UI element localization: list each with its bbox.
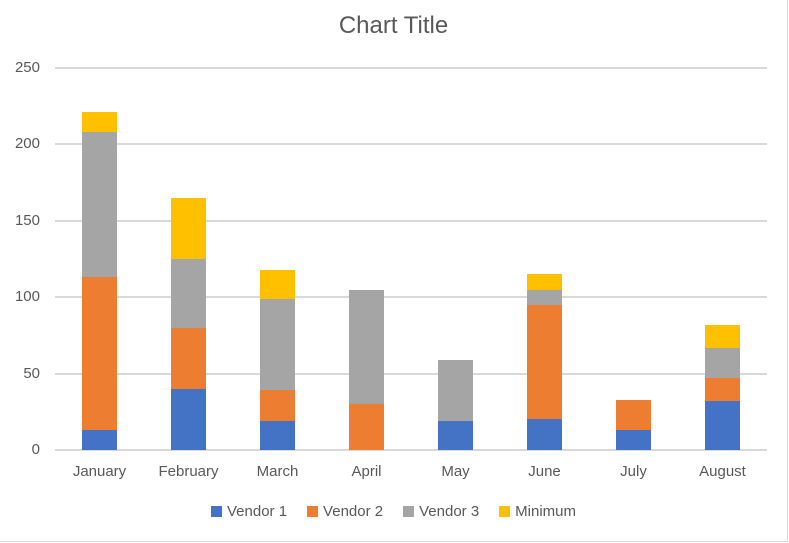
legend-label: Vendor 1 (226, 503, 288, 520)
bar-segment[interactable] (171, 327, 206, 389)
bar-segment[interactable] (527, 289, 562, 305)
bar-segment[interactable] (438, 359, 473, 421)
x-tick-label: April (351, 463, 382, 480)
bar-segment[interactable] (82, 112, 117, 133)
bar-segment[interactable] (349, 404, 384, 450)
bar-stack[interactable] (82, 68, 117, 450)
legend-item[interactable]: Vendor 2 (307, 503, 383, 520)
bar-segment[interactable] (616, 430, 651, 450)
y-tick-label: 50 (23, 364, 40, 382)
gridline (55, 219, 767, 222)
bar-segment[interactable] (171, 197, 206, 259)
bar-segment[interactable] (82, 430, 117, 450)
gridline (55, 296, 767, 299)
bar-segment[interactable] (260, 298, 295, 391)
bar-segment[interactable] (82, 277, 117, 431)
y-tick-label: 150 (14, 211, 40, 229)
bar-stack[interactable] (349, 68, 384, 450)
legend-swatch-icon (499, 506, 511, 517)
y-tick-label: 250 (14, 59, 40, 76)
plot-area (55, 67, 767, 451)
chart-title: Chart Title (338, 12, 449, 39)
legend-swatch-icon (307, 506, 319, 517)
bar-segment[interactable] (260, 269, 295, 299)
bar-segment[interactable] (527, 274, 562, 290)
gridline (55, 67, 767, 69)
bar-segment[interactable] (171, 259, 206, 328)
x-tick-label: March (256, 463, 299, 480)
legend-swatch-icon (403, 506, 415, 517)
y-tick-label: 100 (14, 288, 40, 306)
bar-segment[interactable] (82, 132, 117, 278)
bar-stack[interactable] (171, 68, 206, 450)
bar-stack[interactable] (260, 68, 295, 450)
x-tick-label: February (158, 463, 219, 480)
bar-segment[interactable] (260, 420, 295, 450)
bar-stack[interactable] (438, 68, 473, 450)
legend-item[interactable]: Minimum (499, 503, 576, 520)
legend-label: Minimum (515, 503, 577, 520)
legend-item[interactable]: Vendor 3 (403, 503, 479, 520)
gridline (55, 372, 767, 375)
bar-segment[interactable] (260, 390, 295, 421)
bar-segment[interactable] (705, 401, 740, 450)
legend: Vendor 1 Vendor 2 Vendor 3 Minimum (0, 503, 787, 520)
legend-label: Vendor 3 (419, 503, 480, 520)
bar-segment[interactable] (616, 399, 651, 431)
bar-segment[interactable] (349, 289, 384, 405)
y-tick-label: 0 (31, 441, 40, 458)
bar-stack[interactable] (527, 68, 562, 450)
x-tick-label: August (699, 463, 746, 480)
gridline (55, 449, 767, 451)
legend-label: Vendor 2 (323, 503, 384, 520)
bar-segment[interactable] (438, 420, 473, 450)
legend-swatch-icon (210, 506, 222, 517)
x-tick-label: May (441, 463, 470, 480)
bar-stack[interactable] (616, 68, 651, 450)
gridline (55, 143, 767, 146)
bar-segment[interactable] (705, 347, 740, 379)
legend-item[interactable]: Vendor 1 (210, 503, 288, 520)
bar-segment[interactable] (171, 388, 206, 450)
x-tick-label: January (72, 463, 127, 480)
bar-segment[interactable] (705, 378, 740, 402)
y-tick-label: 200 (14, 135, 40, 153)
bar-segment[interactable] (527, 419, 562, 450)
x-tick-label: July (620, 463, 647, 480)
bar-stack[interactable] (705, 68, 740, 450)
bar-segment[interactable] (527, 304, 562, 420)
x-tick-label: June (528, 463, 561, 480)
bar-segment[interactable] (705, 324, 740, 348)
